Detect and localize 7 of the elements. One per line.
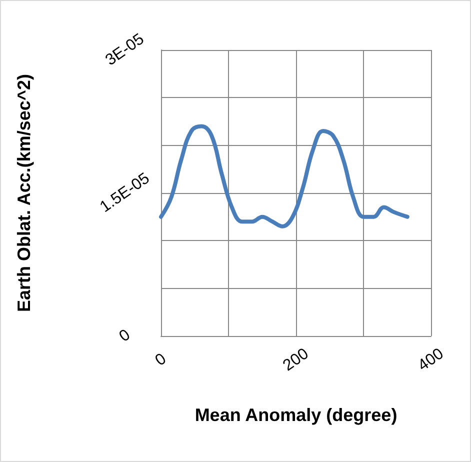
x-tick-label: 400 [415, 345, 447, 375]
x-tick-label: 0 [152, 350, 170, 370]
x-axis-title: Mean Anomaly (degree) [194, 405, 398, 425]
line-series [159, 124, 410, 228]
y-tick-label: 0 [116, 326, 134, 346]
x-tick-label: 200 [280, 345, 312, 375]
y-axis-title: Earth Oblat. Acc.(km/sec^2) [14, 74, 34, 312]
